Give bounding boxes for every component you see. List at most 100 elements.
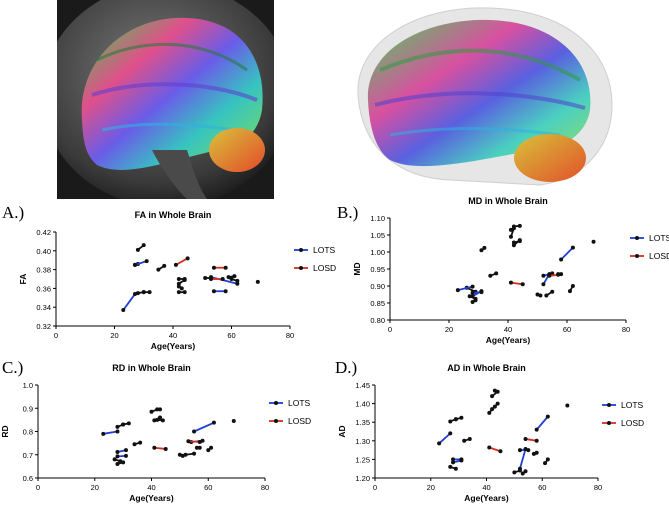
x-tick-label-rd: 60 [204,483,212,492]
x-tick-label-rd: 80 [261,483,269,492]
pair-rd-point [197,445,202,450]
pair-md-point [482,245,487,250]
lots-pair-fa-point [223,289,228,294]
single-point-rd [231,419,236,424]
panel-letter-b: B.) [337,203,359,222]
y-tick-label-ad: 1.25 [355,455,370,464]
y-tick-label-fa: 0.34 [36,303,51,312]
pair-ad-point [490,394,495,399]
x-tick-label-md: 60 [563,325,571,334]
x-tick-label-fa: 60 [227,331,235,340]
pair-md-point [470,299,475,304]
pair-rd-point [155,407,160,412]
legend-label-rd: LOSD [288,416,311,426]
pair-fa-point [176,277,181,281]
y-tick-label-ad: 1.45 [355,381,370,390]
pair-ad-point [448,464,453,469]
y-axis-label-rd: RD [0,425,10,437]
lots-pair-md-line [560,246,574,261]
legend-label-rd: LOTS [288,398,311,408]
pair-md-point [570,284,575,288]
lots-pair-ad-point [451,457,456,462]
y-axis-label-md: MD [352,262,362,275]
lots-pair-fa-point [132,262,137,267]
losd-pair-ad-point [523,436,528,441]
pair-rd-point [160,418,165,423]
losd-pair-fa-point [223,265,228,270]
pair-md-point [479,248,484,253]
lots-pair-ad-point [437,441,442,446]
pair-ad-point [459,415,464,420]
pair-md-point [488,273,493,278]
pair-rd-point [155,417,160,422]
lots-pair-fa-point [211,289,216,294]
y-tick-label-rd: 0.8 [23,428,33,437]
legend-marker-rd [274,401,278,405]
losd-pair-fa-point [185,256,190,261]
pair-md-point [517,239,522,244]
pair-ad-point [512,470,517,475]
legend-marker-fa [299,266,303,270]
y-tick-label-rd: 0.6 [23,474,33,483]
pair-rd-point [121,422,126,427]
losd-pair-fa-point [220,277,225,281]
pair-rd-point [121,460,126,465]
y-tick-label-fa: 0.42 [36,228,51,237]
losd-pair-ad-point [498,449,503,454]
pair-rd-point [138,440,143,445]
y-tick-label-rd: 1.0 [23,381,33,390]
pair-fa-point [156,267,161,272]
pair-fa-point [235,278,240,283]
y-axis-label-fa: FA [18,274,28,285]
lots-pair-fa-point [121,308,126,313]
lots-pair-rd-point [115,429,120,434]
pair-rd-point [158,415,163,420]
pair-fa-point [203,276,208,281]
pair-fa-point [176,290,181,295]
lots-pair-fa-line [134,260,147,266]
y-tick-label-fa: 0.36 [36,284,51,293]
pair-ad-point [523,469,528,474]
pair-fa-point [182,277,187,281]
pair-ad-point [495,401,500,406]
y-tick-label-md: 0.80 [370,316,385,325]
pair-rd-point [132,442,137,447]
x-axis-label-rd: Age(Years) [129,493,174,503]
x-tick-label-ad: 80 [594,483,602,492]
x-tick-label-rd: 0 [36,483,40,492]
lots-pair-ad-line [519,448,527,469]
pair-ad-point [490,407,495,412]
pair-fa-point [141,243,146,248]
brain-3d-render-image [357,7,613,186]
lots-pair-ad-point [517,448,522,453]
lots-pair-md-point [470,284,475,289]
lots-pair-ad-point [451,460,456,465]
pair-ad-point [462,438,467,443]
legend-label-fa: LOSD [313,263,336,273]
losd-pair-md-point [508,280,513,285]
lots-pair-fa-line [122,293,136,311]
single-point-rd [158,407,163,412]
losd-pair-fa-point [211,265,216,270]
y-tick-label-ad: 1.20 [355,474,370,483]
pair-fa-point [147,290,152,295]
x-tick-label-md: 40 [504,325,512,334]
y-tick-label-rd: 0.9 [23,404,33,413]
lots-pair-fa-point [235,281,240,286]
losd-pair-ad-point [487,445,492,450]
y-tick-label-rd: 0.7 [23,451,33,460]
single-point-md [591,239,596,244]
single-point-fa [179,286,184,291]
pair-rd-point [126,421,131,426]
lots-pair-md-point [559,257,564,262]
pair-rd-point [115,424,120,429]
pair-md-point [550,289,555,294]
y-tick-label-fa: 0.40 [36,247,51,256]
y-tick-label-md: 1.00 [370,248,385,257]
lots-pair-rd-point [101,431,106,436]
lots-pair-ad-point [448,431,453,436]
lots-pair-rd-point [123,453,128,458]
x-axis-label-md: Age(Years) [486,335,531,345]
losd-pair-md-point [520,282,525,287]
